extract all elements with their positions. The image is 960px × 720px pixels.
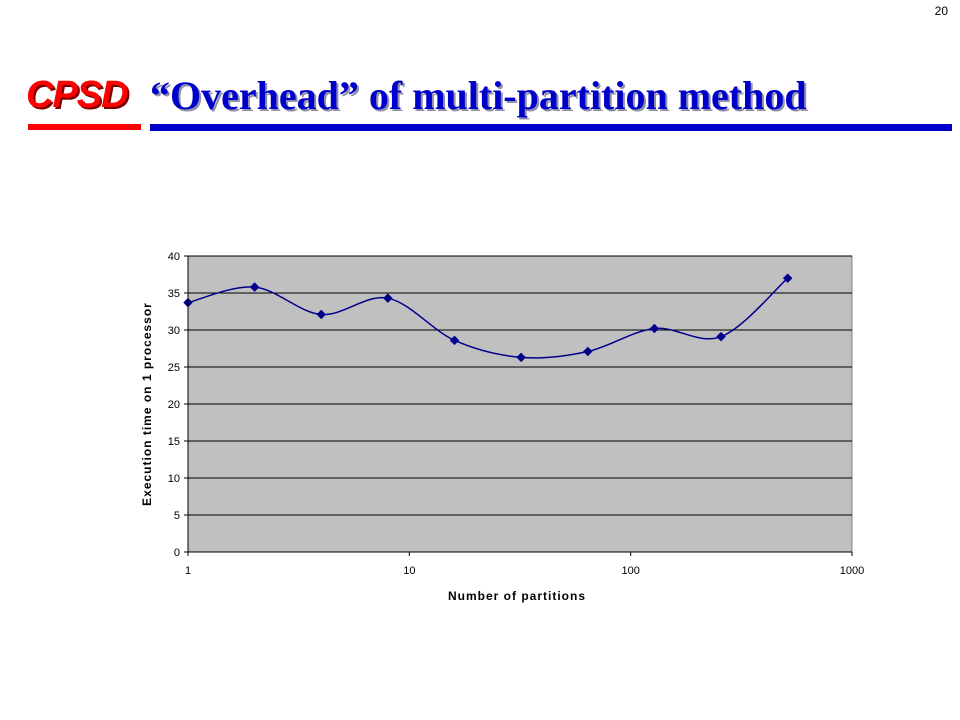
y-tick-label: 30 [168, 325, 180, 337]
page-title: “Overhead” of multi-partition method [150, 73, 807, 118]
x-tick-label: 1 [185, 565, 191, 577]
y-axis-title: Execution time on 1 processor [140, 302, 154, 506]
y-tick-label: 10 [168, 473, 180, 485]
data-point-marker [383, 293, 393, 304]
series-line [187, 277, 789, 359]
y-tick-label: 0 [174, 547, 180, 559]
y-tick-label: 40 [168, 251, 180, 263]
data-point-marker [649, 323, 660, 334]
x-tick-label: 1000 [840, 565, 864, 577]
title-rule [150, 124, 952, 131]
data-point-marker [316, 309, 327, 320]
data-point-marker [582, 346, 593, 357]
logo-underline [28, 124, 141, 130]
y-tick-label: 15 [168, 436, 180, 448]
data-point-marker [782, 273, 793, 284]
y-tick-label: 5 [174, 510, 180, 522]
data-point-marker [449, 335, 460, 346]
data-point-marker [249, 282, 260, 292]
x-tick-label: 10 [403, 565, 415, 577]
y-tick-label: 20 [168, 399, 180, 411]
cpsd-logo: CPSD [26, 74, 129, 116]
data-point-marker [716, 331, 726, 342]
y-tick-label: 25 [168, 362, 180, 374]
x-tick-label: 100 [621, 565, 639, 577]
slide-number: 20 [934, 4, 948, 18]
x-axis-title: Number of partitions [448, 589, 586, 603]
y-tick-label: 35 [168, 288, 180, 300]
data-point-marker [516, 352, 526, 363]
